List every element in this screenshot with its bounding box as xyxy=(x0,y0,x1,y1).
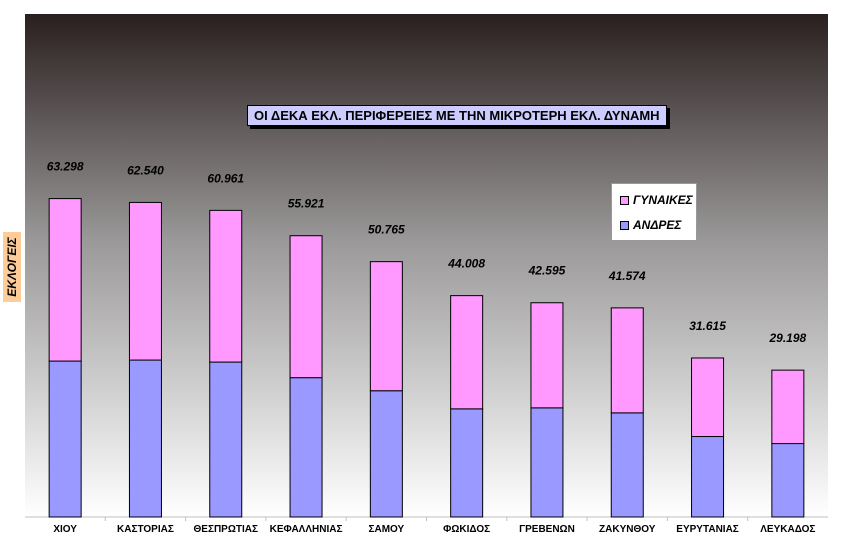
y-axis-label: ΕΚΛΟΓΕΙΣ xyxy=(5,237,19,297)
total-label-6: 42.595 xyxy=(528,264,566,278)
bar-women-8 xyxy=(691,357,725,438)
legend-item-men: ΑΝΔΡΕΣ xyxy=(620,218,681,232)
x-tick-label-9: ΛΕΥΚΑΔΟΣ xyxy=(760,524,815,535)
legend-label-men: ΑΝΔΡΕΣ xyxy=(633,218,682,232)
bar-women-7 xyxy=(610,307,644,414)
total-label-5: 44.008 xyxy=(447,257,485,271)
total-label-0: 63.298 xyxy=(47,160,84,174)
legend-item-women: ΓΥΝΑΙΚΕΣ xyxy=(620,193,693,207)
legend: ΓΥΝΑΙΚΕΣ ΑΝΔΡΕΣ xyxy=(611,183,697,241)
legend-label-women: ΓΥΝΑΙΚΕΣ xyxy=(633,193,693,207)
bar-women-4 xyxy=(369,261,403,392)
total-label-7: 41.574 xyxy=(608,269,646,283)
total-label-2: 60.961 xyxy=(207,171,244,185)
x-tick-label-6: ΓΡΕΒΕΝΩΝ xyxy=(519,524,575,535)
x-tick-label-8: ΕΥΡΥΤΑΝΙΑΣ xyxy=(676,524,739,535)
bar-women-1 xyxy=(128,201,162,361)
x-tick-label-2: ΘΕΣΠΡΩΤΙΑΣ xyxy=(194,524,258,535)
bar-men-3 xyxy=(289,377,323,518)
total-label-8: 31.615 xyxy=(689,319,726,333)
bar-men-6 xyxy=(530,407,564,518)
bar-women-5 xyxy=(450,295,484,410)
total-label-1: 62.540 xyxy=(127,163,164,177)
x-tick-label-3: ΚΕΦΑΛΛΗΝΙΑΣ xyxy=(270,524,343,535)
bar-men-0 xyxy=(48,360,82,518)
bar-men-2 xyxy=(209,361,243,518)
x-tick-label-4: ΣΑΜΟΥ xyxy=(368,524,404,535)
chart-title: ΟΙ ΔΕΚΑ ΕΚΛ. ΠΕΡΙΦΕΡΕΙΕΣ ΜΕ ΤΗΝ ΜΙΚΡΟΤΕΡ… xyxy=(247,105,667,126)
x-tick-label-0: ΧΙΟΥ xyxy=(53,524,77,535)
bar-women-0 xyxy=(48,198,82,362)
x-tick-label-5: ΦΩΚΙΔΟΣ xyxy=(443,524,490,535)
y-axis-label-box: ΕΚΛΟΓΕΙΣ xyxy=(3,232,21,302)
bar-women-2 xyxy=(209,209,243,363)
bar-men-9 xyxy=(771,443,805,518)
bar-men-1 xyxy=(128,359,162,518)
bar-men-4 xyxy=(369,390,403,518)
x-tick-label-7: ΖΑΚΥΝΘΟΥ xyxy=(599,524,656,535)
total-label-4: 50.765 xyxy=(368,223,405,237)
bar-women-3 xyxy=(289,235,323,379)
bar-men-8 xyxy=(691,436,725,518)
total-label-9: 29.198 xyxy=(768,331,806,345)
bar-women-6 xyxy=(530,302,564,409)
x-tick-label-1: ΚΑΣΤΟΡΙΑΣ xyxy=(117,524,174,535)
legend-swatch-women xyxy=(620,195,629,205)
total-label-3: 55.921 xyxy=(288,197,325,211)
bar-men-5 xyxy=(450,408,484,518)
legend-swatch-men xyxy=(620,220,629,230)
bar-men-7 xyxy=(610,412,644,518)
bar-women-9 xyxy=(771,369,805,445)
